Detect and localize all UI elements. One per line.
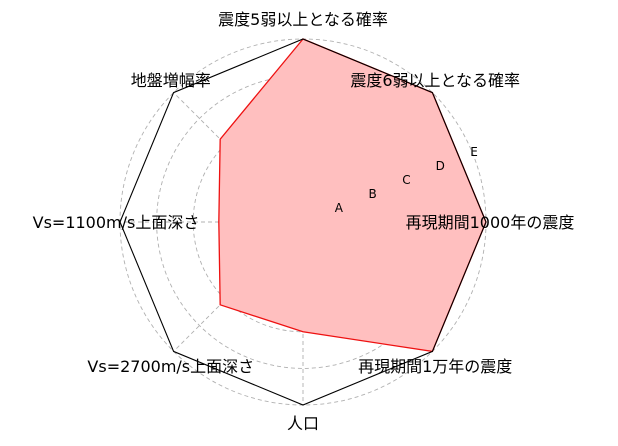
axis-label-8: 地盤増幅率	[131, 71, 211, 90]
axis-label-2: 震度6弱以上となる確率	[350, 71, 520, 90]
axis-label-7: Vs=1100m/s上面深さ	[33, 213, 200, 232]
tick-layer: A B C D E	[335, 145, 478, 215]
ring-tick-label-A: A	[335, 201, 344, 215]
frame-layer	[119, 38, 487, 406]
axis-label-1: 震度5弱以上となる確率	[218, 10, 388, 29]
ring-tick-label-C: C	[402, 173, 410, 187]
axis-label-4: 再現期間1万年の震度	[358, 357, 512, 376]
ring-tick-label-B: B	[368, 187, 376, 201]
ring-tick-label-D: D	[436, 159, 445, 173]
axis-label-3: 再現期間1000年の震度	[406, 213, 575, 232]
chart-frame	[119, 38, 487, 406]
ring-tick-label-E: E	[470, 145, 478, 159]
axis-label-5: 人口	[287, 414, 319, 433]
label-layer: 震度5弱以上となる確率震度6弱以上となる確率再現期間1000年の震度再現期間1万…	[33, 10, 575, 433]
axis-label-6: Vs=2700m/s上面深さ	[87, 357, 254, 376]
